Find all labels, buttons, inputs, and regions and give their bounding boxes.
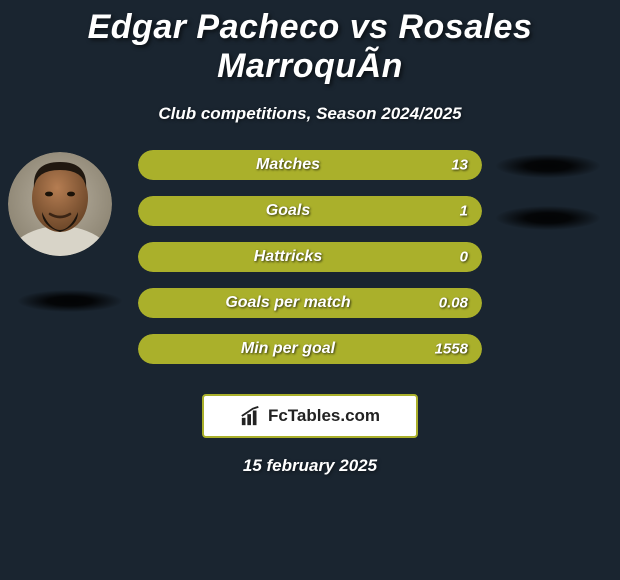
player-right-shadow-2	[496, 206, 600, 230]
stat-bar: Hattricks0	[138, 242, 482, 272]
stat-bar: Min per goal1558	[138, 334, 482, 364]
stat-bar: Goals1	[138, 196, 482, 226]
stat-bars: Matches13 Goals1 Hattricks0 Goals per match…	[138, 150, 482, 380]
stat-bar-label: Hattricks	[138, 248, 482, 266]
stat-bar-value: 0.08	[439, 295, 468, 312]
brand-text: FcTables.com	[268, 406, 380, 426]
stat-bar-value: 13	[451, 157, 468, 174]
stat-bar-value: 1558	[435, 341, 468, 358]
comparison-stage: Matches13 Goals1 Hattricks0 Goals per match…	[0, 150, 620, 390]
date-text: 15 february 2025	[0, 456, 620, 476]
brand-box[interactable]: FcTables.com	[202, 394, 418, 438]
subtitle: Club competitions, Season 2024/2025	[0, 104, 620, 124]
player-left-avatar	[8, 152, 112, 256]
stat-bar-label: Goals	[138, 202, 482, 220]
player-left-shadow	[18, 290, 122, 312]
stat-bar-label: Min per goal	[138, 340, 482, 358]
stat-bar: Matches13	[138, 150, 482, 180]
stat-bar-label: Matches	[138, 156, 482, 174]
page-title: Edgar Pacheco vs Rosales MarroquÃ­n	[0, 0, 620, 86]
bar-chart-icon	[240, 405, 262, 427]
stat-bar-label: Goals per match	[138, 294, 482, 312]
player-right-shadow-1	[496, 154, 600, 178]
stat-bar: Goals per match0.08	[138, 288, 482, 318]
stat-bar-value: 1	[460, 203, 468, 220]
stat-bar-value: 0	[460, 249, 468, 266]
